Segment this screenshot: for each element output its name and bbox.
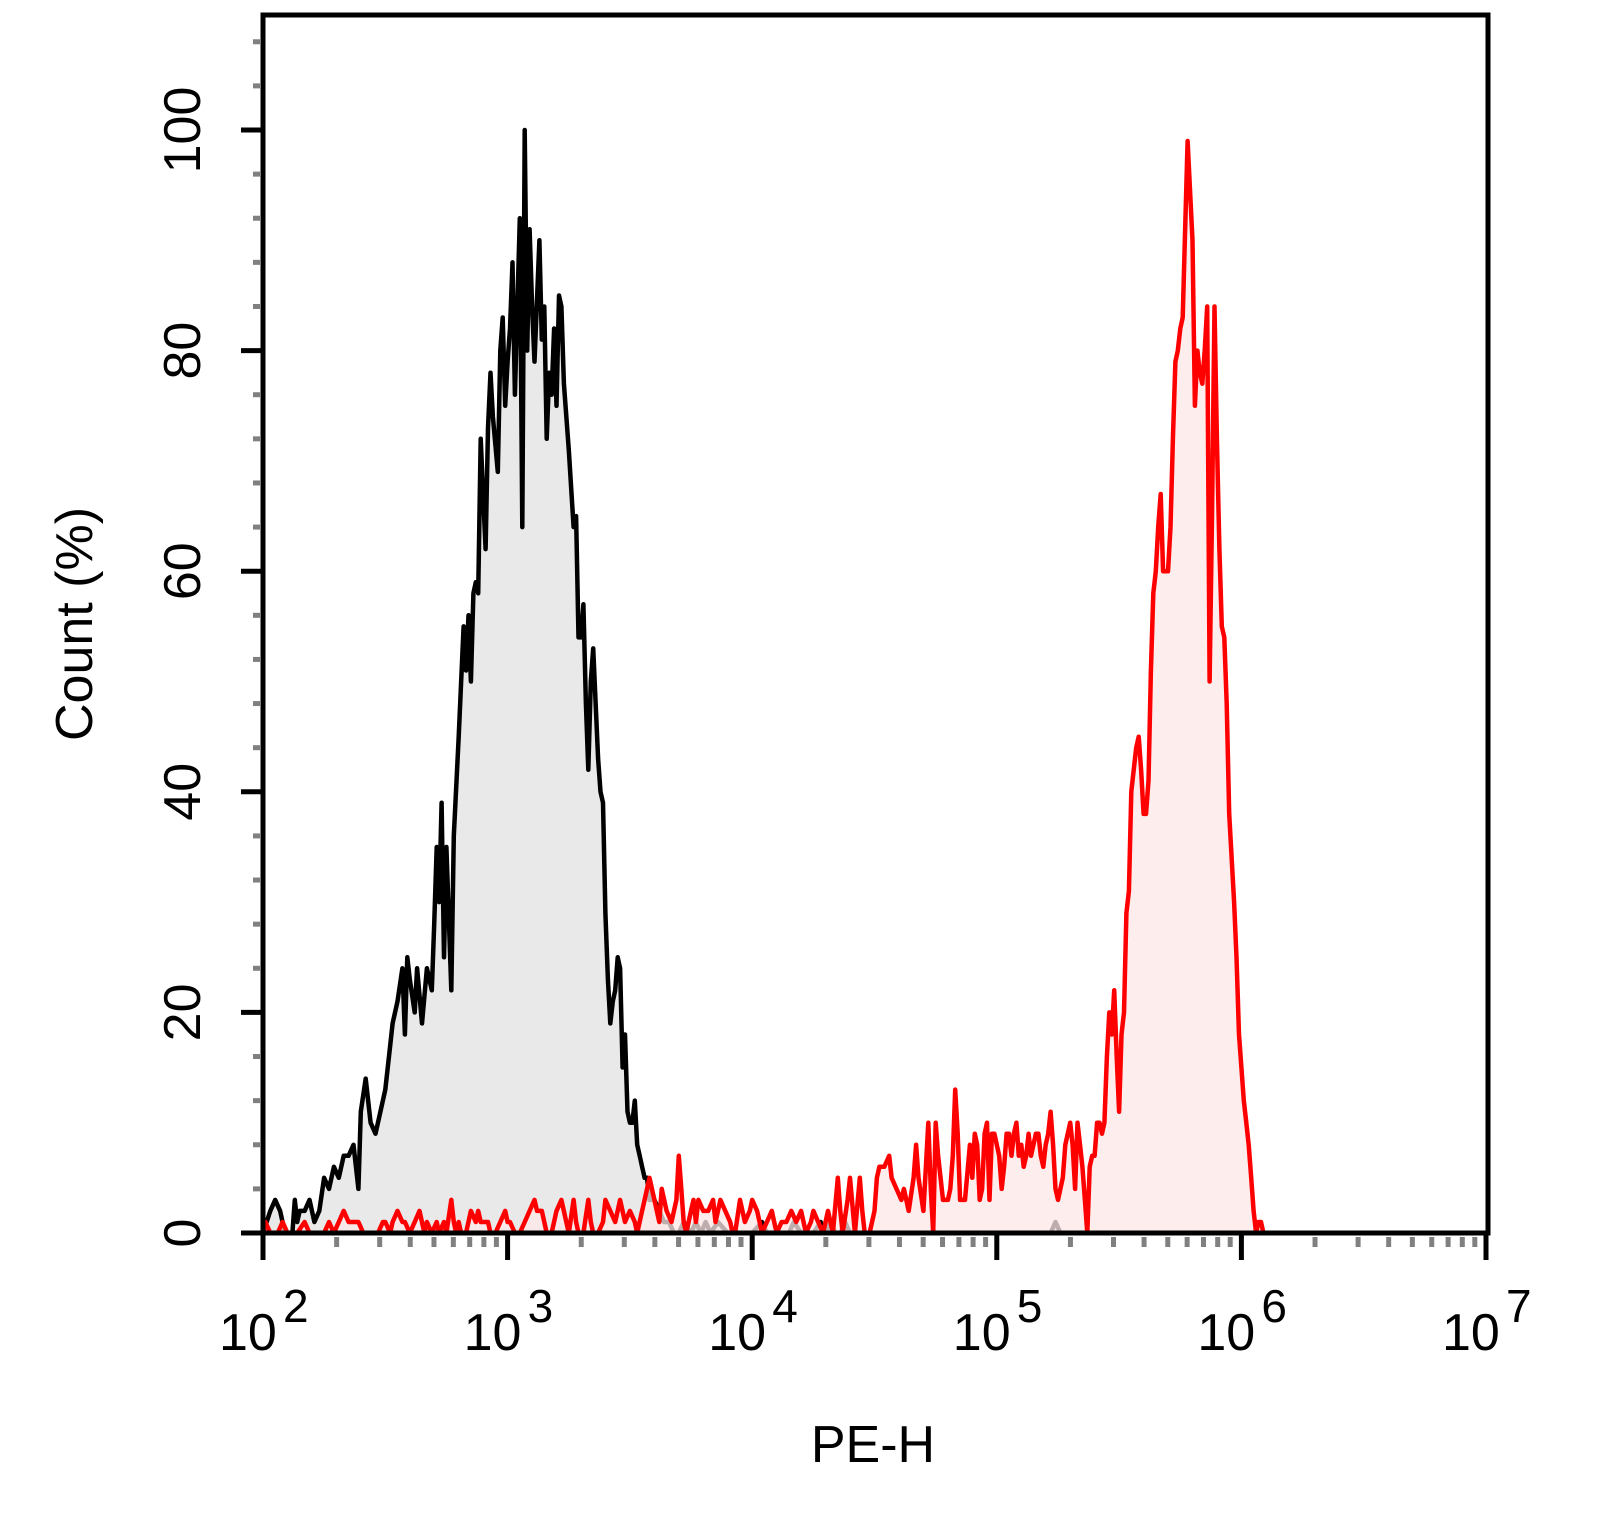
svg-text:5: 5: [1017, 1280, 1043, 1332]
series-0: [260, 127, 1095, 1236]
y-tick-label: 80: [154, 322, 212, 380]
plot-border: [260, 12, 1491, 1236]
plot-frame: [260, 12, 1491, 1236]
svg-text:2: 2: [283, 1280, 309, 1332]
x-axis-ticks: 10 2 10 3 10 4 10 5 10 6 10 7: [219, 1233, 1532, 1362]
series-fill: [263, 130, 1095, 1233]
x-axis-title: PE-H: [811, 1416, 935, 1474]
y-tick-label: 20: [154, 983, 212, 1041]
x-tick-label: 10 5: [953, 1280, 1043, 1362]
svg-text:6: 6: [1261, 1280, 1287, 1332]
series-1: [260, 138, 1276, 1236]
svg-text:10: 10: [464, 1304, 522, 1362]
y-tick-label: 0: [154, 1219, 212, 1248]
x-tick-label: 10 4: [708, 1280, 798, 1362]
svg-text:7: 7: [1506, 1280, 1532, 1332]
svg-text:10: 10: [1442, 1304, 1500, 1362]
y-tick-label: 40: [154, 763, 212, 821]
svg-text:10: 10: [953, 1304, 1011, 1362]
series-line: [260, 138, 1276, 1236]
x-tick-label: 10 7: [1442, 1280, 1532, 1362]
y-tick-label: 60: [154, 542, 212, 600]
histogram-series-layer: [260, 127, 1276, 1236]
x-tick-label: 10 3: [464, 1280, 554, 1362]
x-tick-label: 10 2: [219, 1280, 309, 1362]
svg-text:10: 10: [1197, 1304, 1255, 1362]
series-line: [260, 127, 1095, 1236]
y-axis-ticks: 0 20 40 60 80 100: [154, 39, 263, 1248]
y-tick-label: 100: [154, 87, 212, 174]
series-fill: [263, 141, 1276, 1233]
y-axis-title: Count (%): [46, 507, 104, 741]
svg-text:4: 4: [772, 1280, 798, 1332]
svg-text:3: 3: [528, 1280, 554, 1332]
svg-text:10: 10: [219, 1304, 277, 1362]
x-tick-label: 10 6: [1197, 1280, 1287, 1362]
svg-text:10: 10: [708, 1304, 766, 1362]
